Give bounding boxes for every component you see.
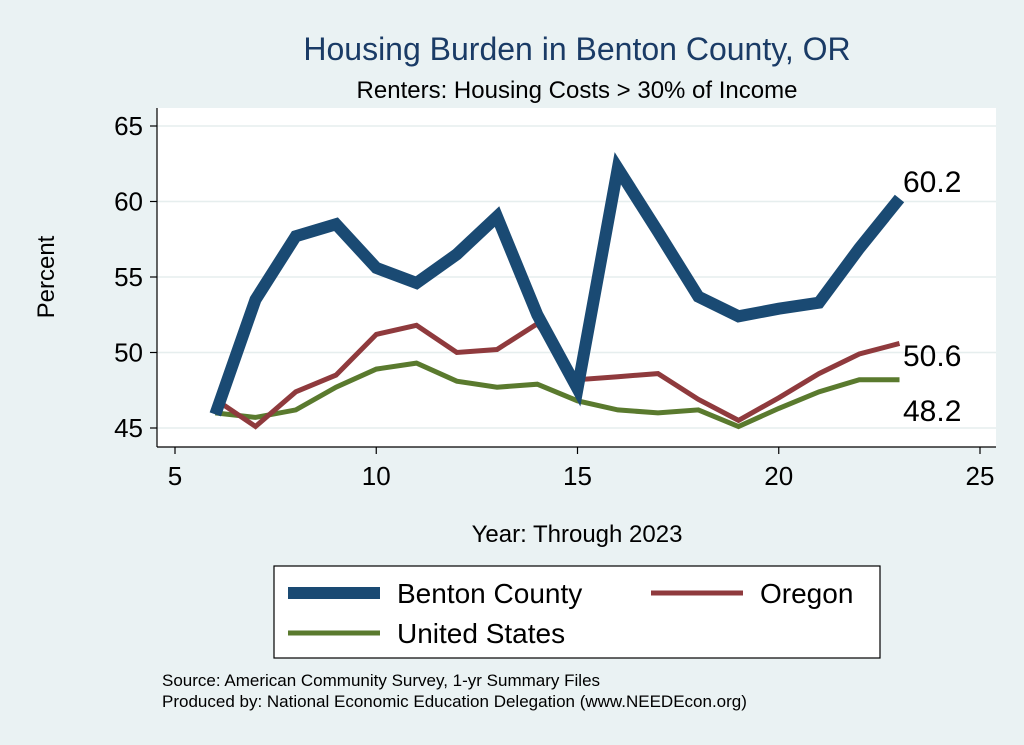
legend: Benton County Oregon United States [273, 565, 881, 659]
y-tick-label-55: 55 [114, 262, 143, 292]
axes: 45 50 55 60 65 5 10 15 20 25 [114, 108, 996, 491]
grid-lines [157, 125, 996, 429]
end-labels: 60.2 50.6 48.2 [903, 166, 961, 428]
chart-subtitle: Renters: Housing Costs > 30% of Income [357, 77, 798, 104]
x-tick-label-15: 15 [563, 461, 592, 491]
end-label-benton-county: 60.2 [903, 166, 961, 199]
producer-note: Produced by: National Economic Education… [162, 692, 747, 711]
end-label-oregon: 50.6 [903, 340, 961, 373]
legend-label-united-states: United States [397, 618, 565, 649]
legend-label-oregon: Oregon [760, 578, 853, 609]
x-tick-label-25: 25 [966, 461, 995, 491]
y-tick-label-65: 65 [114, 111, 143, 141]
series-line-benton-county [209, 152, 905, 417]
y-axis-label: Percent [33, 235, 60, 318]
x-tick-label-10: 10 [362, 461, 391, 491]
x-tick-label-20: 20 [764, 461, 793, 491]
source-note: Source: American Community Survey, 1-yr … [162, 671, 600, 690]
legend-label-benton-county: Benton County [397, 578, 582, 609]
y-tick-label-60: 60 [114, 187, 143, 217]
x-axis-label: Year: Through 2023 [472, 521, 683, 548]
x-tick-label-5: 5 [168, 461, 182, 491]
series-group [209, 152, 905, 430]
end-label-united-states: 48.2 [903, 395, 961, 428]
y-tick-label-50: 50 [114, 338, 143, 368]
chart-title: Housing Burden in Benton County, OR [303, 31, 850, 67]
series-line-united-states [215, 360, 900, 430]
legend-box [273, 565, 881, 659]
y-tick-label-45: 45 [114, 413, 143, 443]
